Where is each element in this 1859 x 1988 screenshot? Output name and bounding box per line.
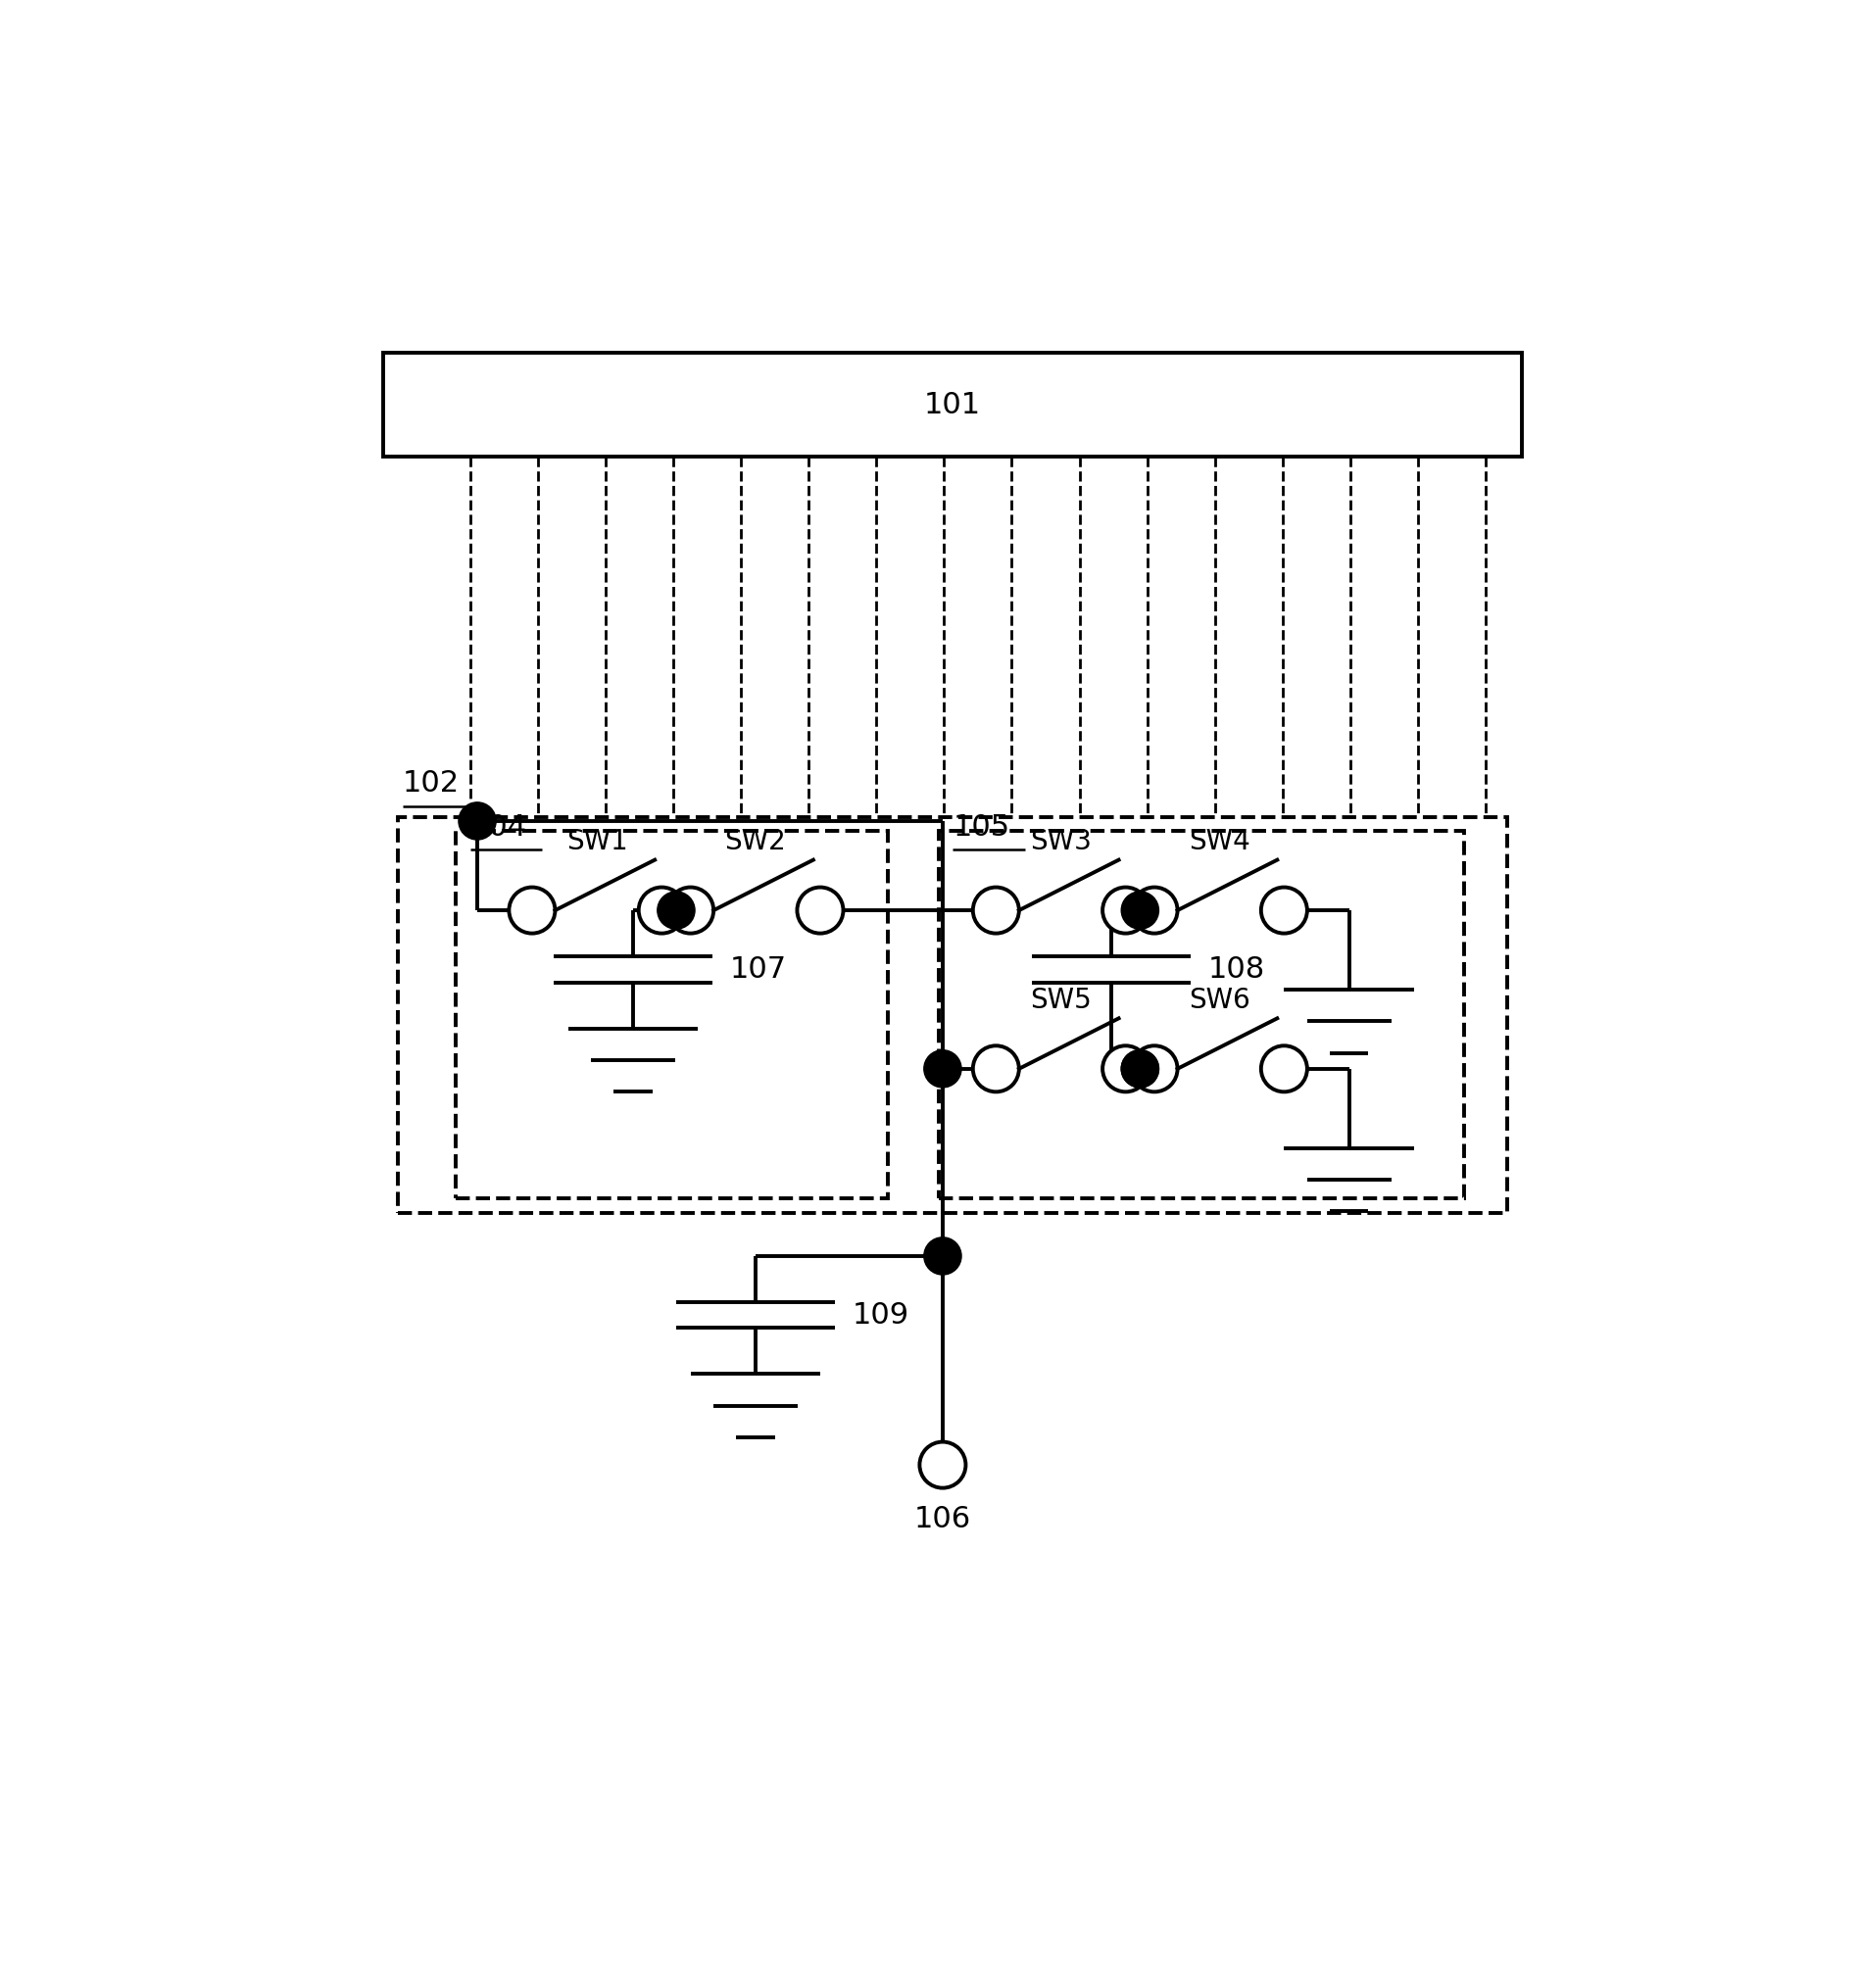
- Text: SW4: SW4: [1188, 829, 1249, 855]
- Circle shape: [1132, 1046, 1177, 1091]
- Circle shape: [1260, 887, 1307, 932]
- Text: 109: 109: [851, 1300, 909, 1330]
- Circle shape: [920, 1441, 965, 1487]
- Circle shape: [459, 803, 496, 839]
- Circle shape: [1121, 1050, 1158, 1087]
- Circle shape: [658, 891, 695, 928]
- Circle shape: [972, 1046, 1019, 1091]
- Text: SW5: SW5: [1030, 986, 1091, 1014]
- Bar: [939, 831, 1465, 1199]
- Text: SW3: SW3: [1030, 829, 1091, 855]
- Text: 105: 105: [954, 813, 1009, 841]
- Bar: [398, 817, 1508, 1213]
- Circle shape: [1121, 891, 1158, 928]
- Circle shape: [1260, 1046, 1307, 1091]
- Text: 106: 106: [915, 1505, 970, 1533]
- Circle shape: [1121, 1050, 1158, 1087]
- Text: 104: 104: [470, 813, 528, 841]
- Circle shape: [639, 887, 684, 932]
- Text: SW1: SW1: [567, 829, 628, 855]
- Text: 102: 102: [402, 769, 459, 797]
- Circle shape: [1102, 887, 1149, 932]
- Circle shape: [667, 887, 714, 932]
- Circle shape: [972, 887, 1019, 932]
- Circle shape: [924, 1050, 961, 1087]
- Circle shape: [1102, 1046, 1149, 1091]
- Circle shape: [1132, 887, 1177, 932]
- Circle shape: [509, 887, 556, 932]
- Circle shape: [798, 887, 844, 932]
- Bar: [383, 352, 1523, 457]
- Bar: [455, 831, 889, 1199]
- Text: 101: 101: [924, 390, 982, 419]
- Text: 108: 108: [1208, 954, 1264, 984]
- Text: SW2: SW2: [725, 829, 786, 855]
- Text: 107: 107: [729, 954, 786, 984]
- Circle shape: [924, 1237, 961, 1274]
- Text: SW6: SW6: [1188, 986, 1249, 1014]
